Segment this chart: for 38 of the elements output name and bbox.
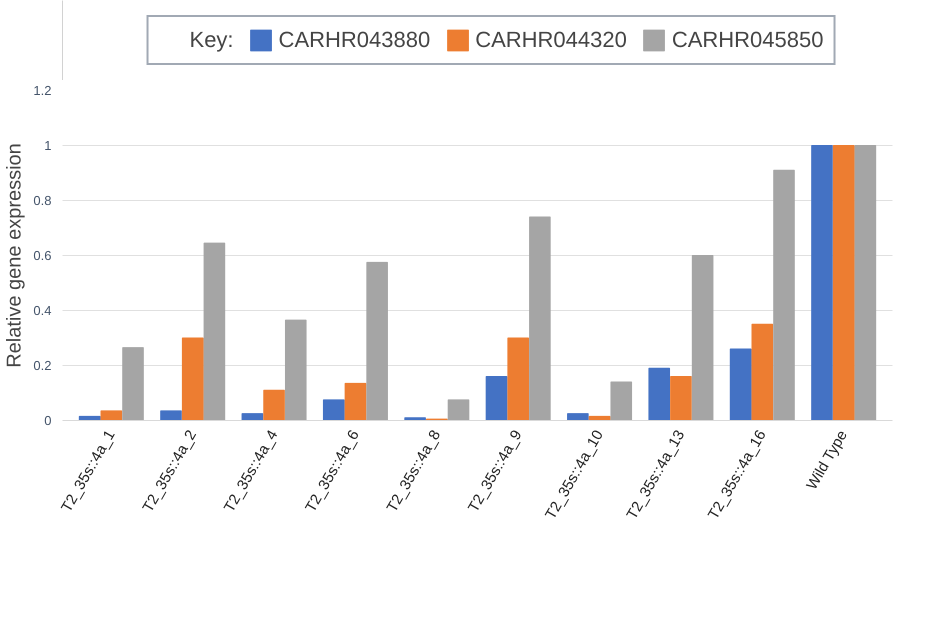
- bar: [832, 145, 854, 420]
- legend-title: Key:: [190, 27, 234, 53]
- y-tick-label: 1: [44, 138, 52, 153]
- bar: [322, 399, 345, 420]
- y-tick-label: 0.6: [33, 248, 52, 263]
- bar: [648, 368, 670, 420]
- bar: [730, 348, 752, 420]
- legend-label: CARHR045850: [672, 27, 824, 53]
- y-tick-label: 0.4: [33, 303, 52, 318]
- bar: [773, 170, 795, 420]
- legend-label: CARHR044320: [475, 27, 627, 53]
- bar: [567, 413, 589, 420]
- bar: [692, 255, 714, 420]
- bar: [344, 382, 366, 420]
- bar: [366, 262, 388, 420]
- bar: [507, 338, 529, 420]
- y-tick-label: 0: [44, 413, 52, 428]
- bar: [160, 410, 182, 420]
- bar: [263, 390, 285, 420]
- bar: [811, 145, 833, 420]
- bar: [529, 216, 551, 420]
- bar: [284, 320, 307, 420]
- y-axis-title: Relative gene expression: [3, 143, 26, 368]
- y-tick-label: 0.8: [33, 193, 52, 208]
- bar: [182, 338, 204, 420]
- y-tick-label: 1.2: [33, 83, 52, 98]
- bar: [448, 399, 470, 420]
- bar: [854, 145, 876, 420]
- bar: [204, 242, 226, 420]
- bar: [610, 382, 632, 420]
- legend-label: CARHR043880: [278, 27, 430, 53]
- bar: [242, 413, 264, 420]
- y-tick-label: 0.2: [33, 358, 52, 373]
- bar: [486, 376, 508, 420]
- bar: [670, 376, 692, 420]
- bar: [751, 324, 774, 420]
- bar: [122, 347, 144, 420]
- bar: [100, 410, 122, 420]
